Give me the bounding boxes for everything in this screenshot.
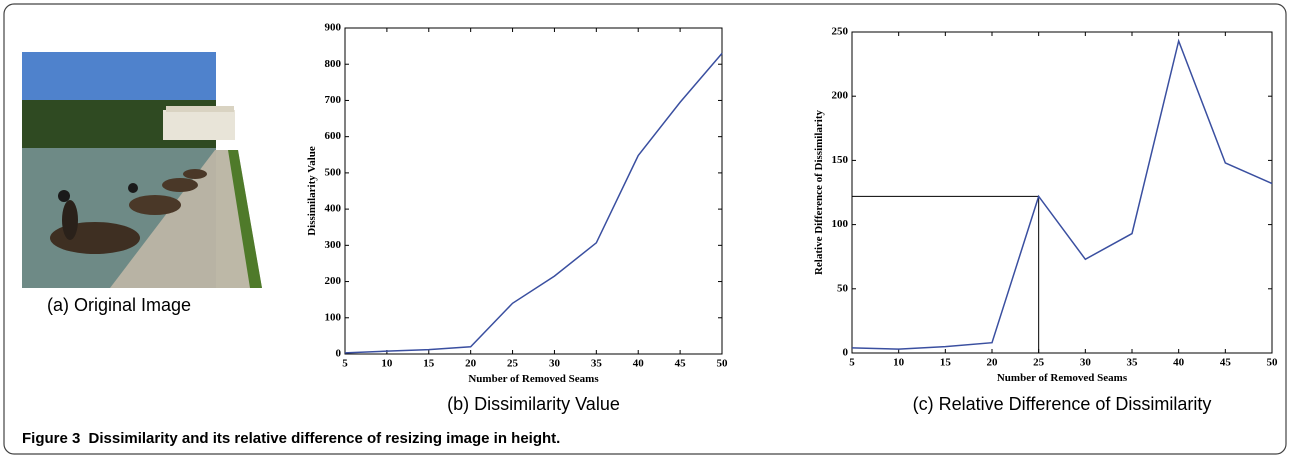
chart-caption: (c) Relative Difference of Dissimilarity xyxy=(913,394,1212,414)
caption-text: Dissimilarity and its relative differenc… xyxy=(89,430,561,447)
figure-caption: Figure 3 Dissimilarity and its relative … xyxy=(22,430,560,447)
x-tick-label: 10 xyxy=(893,357,905,369)
y-axis-label: Relative Difference of Dissimilarity xyxy=(813,109,825,275)
x-tick-label: 30 xyxy=(1080,357,1092,369)
x-tick-label: 40 xyxy=(633,358,645,370)
data-line xyxy=(851,38,1273,350)
y-tick-label: 400 xyxy=(325,203,342,215)
y-axis-label: Dissimilarity Value xyxy=(306,146,318,236)
figure-border xyxy=(3,3,1287,455)
plot-frame xyxy=(851,31,1273,354)
y-tick-label: 700 xyxy=(325,94,342,106)
x-tick-label: 25 xyxy=(1033,357,1045,369)
chart-caption: (b) Dissimilarity Value xyxy=(447,394,620,414)
y-tick-label: 0 xyxy=(843,347,849,359)
x-tick-label: 40 xyxy=(1173,357,1185,369)
y-tick-label: 800 xyxy=(325,58,342,70)
y-tick-label: 100 xyxy=(325,311,342,323)
y-tick-label: 250 xyxy=(832,26,849,38)
data-line xyxy=(344,52,723,354)
x-tick-label: 50 xyxy=(717,358,729,370)
x-axis-label: Number of Removed Seams xyxy=(997,372,1128,384)
y-tick-label: 50 xyxy=(837,282,849,294)
x-tick-label: 5 xyxy=(342,358,348,370)
image-caption: (a) Original Image xyxy=(47,295,191,315)
plot-frame xyxy=(344,27,723,355)
x-tick-label: 20 xyxy=(465,358,477,370)
x-tick-label: 30 xyxy=(549,358,561,370)
x-tick-label: 45 xyxy=(1220,357,1232,369)
x-tick-label: 50 xyxy=(1267,357,1279,369)
caption-label: Figure 3 xyxy=(22,430,80,447)
y-tick-label: 0 xyxy=(336,348,342,360)
x-tick-label: 35 xyxy=(1127,357,1139,369)
x-axis-label: Number of Removed Seams xyxy=(468,373,599,385)
x-tick-label: 5 xyxy=(849,357,855,369)
x-tick-label: 10 xyxy=(381,358,393,370)
y-tick-label: 900 xyxy=(325,22,342,34)
y-tick-label: 100 xyxy=(832,218,849,230)
y-tick-label: 600 xyxy=(325,130,342,142)
x-tick-label: 15 xyxy=(940,357,952,369)
y-tick-label: 500 xyxy=(325,166,342,178)
y-tick-label: 150 xyxy=(832,154,849,166)
y-tick-label: 300 xyxy=(325,239,342,251)
x-tick-label: 35 xyxy=(591,358,603,370)
y-tick-label: 200 xyxy=(325,275,342,287)
x-tick-label: 45 xyxy=(675,358,687,370)
x-tick-label: 15 xyxy=(423,358,435,370)
x-tick-label: 25 xyxy=(507,358,519,370)
y-tick-label: 200 xyxy=(832,90,849,102)
x-tick-label: 20 xyxy=(987,357,999,369)
photo xyxy=(22,52,262,288)
